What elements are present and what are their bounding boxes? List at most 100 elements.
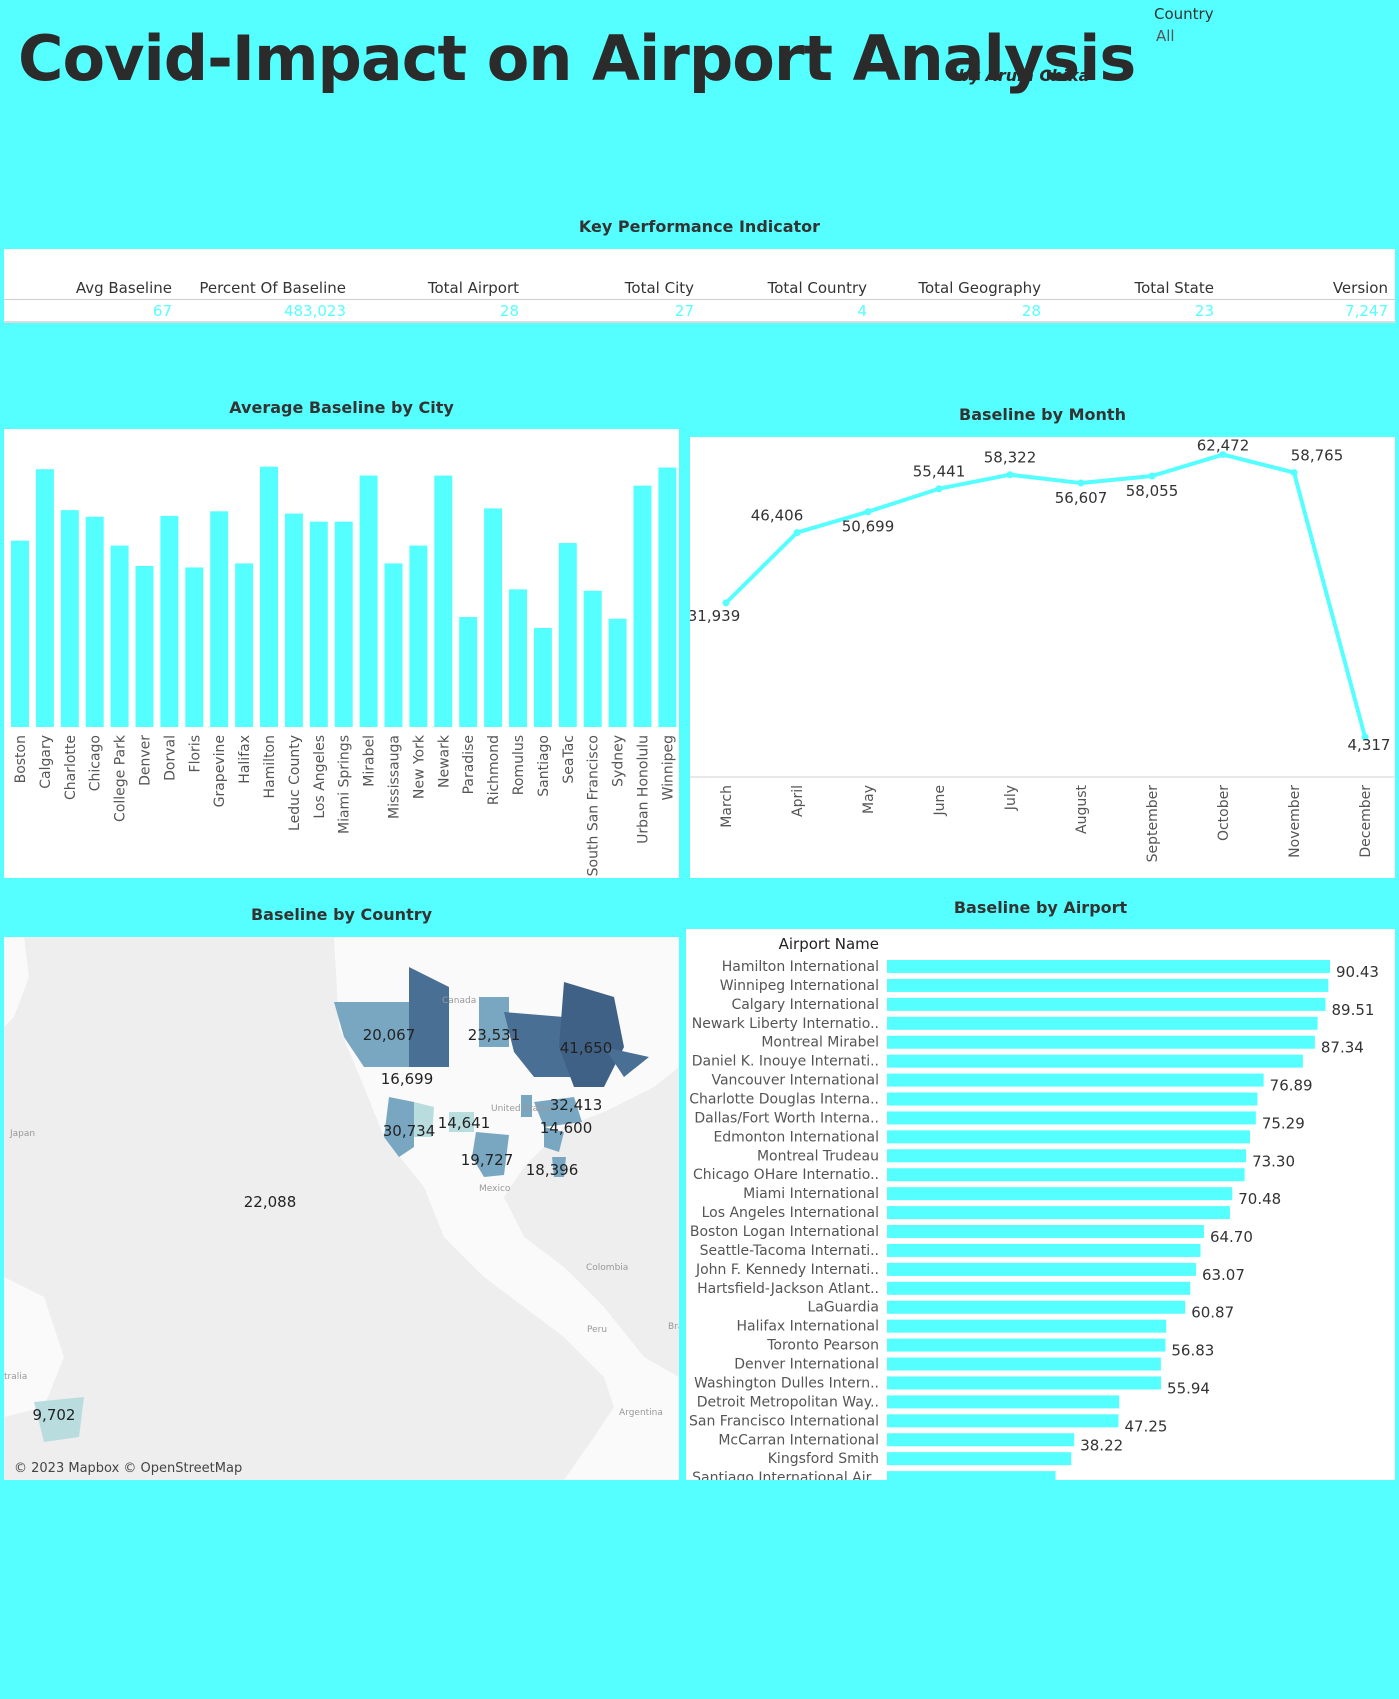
airport-bar[interactable]: [887, 1471, 1056, 1485]
airport-bar[interactable]: [887, 1035, 1315, 1049]
airport-column-header: Airport Name: [779, 935, 879, 953]
kpi-label-3: Total City: [624, 279, 694, 297]
city-bar[interactable]: [210, 511, 229, 727]
map-data-label: 18,396: [526, 1161, 579, 1179]
city-bar[interactable]: [284, 513, 303, 727]
city-bar[interactable]: [484, 508, 503, 727]
month-point[interactable]: [1006, 471, 1014, 479]
airport-bar[interactable]: [887, 1187, 1233, 1201]
airport-bar[interactable]: [887, 1243, 1201, 1257]
city-bar[interactable]: [60, 510, 79, 727]
city-bar[interactable]: [608, 618, 627, 727]
month-data-label: 56,607: [1055, 489, 1108, 507]
city-tick-label: New York: [411, 734, 427, 799]
city-bar[interactable]: [135, 566, 154, 727]
region-colorado: [449, 1112, 474, 1132]
airport-bar[interactable]: [887, 1016, 1318, 1030]
map-data-label: 9,702: [33, 1406, 76, 1424]
airport-name-label: Miami International: [743, 1186, 879, 1202]
month-tick-label: April: [790, 785, 806, 817]
city-bar[interactable]: [35, 469, 54, 727]
city-bar[interactable]: [309, 521, 328, 727]
kpi-label-2: Total Airport: [427, 279, 519, 297]
airport-bar[interactable]: [887, 1281, 1191, 1295]
city-bar[interactable]: [11, 540, 29, 727]
month-point[interactable]: [1077, 479, 1085, 487]
airport-name-label: John F. Kennedy Internati..: [695, 1262, 879, 1278]
month-point[interactable]: [1290, 469, 1298, 477]
airport-bar[interactable]: [887, 978, 1329, 992]
airport-bar[interactable]: [887, 1433, 1075, 1447]
airport-bar[interactable]: [887, 1357, 1161, 1371]
city-bar[interactable]: [434, 475, 453, 727]
city-tick-label: Dorval: [162, 735, 178, 781]
city-bar[interactable]: [558, 542, 577, 727]
city-bar[interactable]: [185, 567, 204, 727]
city-bar[interactable]: [533, 627, 552, 727]
airport-value-label: 76.89: [1270, 1077, 1313, 1095]
airport-bar[interactable]: [887, 1111, 1256, 1125]
city-bar[interactable]: [409, 545, 428, 727]
airport-bar[interactable]: [887, 1414, 1119, 1428]
airport-bar[interactable]: [887, 1376, 1162, 1390]
month-chart-title: Baseline by Month: [959, 405, 1126, 424]
kpi-label-1: Percent Of Baseline: [199, 279, 346, 297]
airport-name-label: Denver International: [734, 1357, 879, 1373]
airport-bar[interactable]: [887, 1338, 1166, 1352]
city-bar[interactable]: [110, 545, 129, 727]
airport-bar[interactable]: [887, 1262, 1196, 1276]
city-bar[interactable]: [384, 563, 403, 727]
airport-bar[interactable]: [887, 1225, 1204, 1239]
airport-value-label: 90.43: [1336, 963, 1379, 981]
month-point[interactable]: [1361, 733, 1369, 741]
airport-bar[interactable]: [887, 960, 1330, 973]
airport-bar[interactable]: [887, 1319, 1167, 1333]
city-bar[interactable]: [85, 516, 104, 727]
month-point[interactable]: [1219, 451, 1227, 459]
month-series-line[interactable]: [724, 452, 1367, 738]
month-point[interactable]: [722, 599, 730, 607]
month-data-label: 58,055: [1126, 482, 1179, 500]
city-bar[interactable]: [260, 466, 278, 727]
month-tick-label: June: [932, 785, 948, 817]
city-tick-label: Mississauga: [387, 735, 403, 819]
city-bar[interactable]: [359, 475, 378, 727]
country-filter-value[interactable]: All: [1156, 27, 1175, 45]
city-bar[interactable]: [509, 589, 527, 727]
airport-bar[interactable]: [887, 1206, 1230, 1220]
city-bar[interactable]: [633, 485, 652, 727]
map-place-name: Canada: [442, 996, 476, 1006]
month-point[interactable]: [864, 508, 872, 516]
airport-bar[interactable]: [887, 1149, 1247, 1163]
kpi-value-0: 67: [152, 302, 172, 320]
city-bar[interactable]: [160, 515, 179, 727]
month-point[interactable]: [935, 485, 943, 493]
city-bar[interactable]: [235, 563, 254, 727]
airport-bar[interactable]: [887, 1130, 1251, 1144]
airport-bar[interactable]: [887, 1300, 1186, 1314]
city-bar[interactable]: [334, 521, 353, 727]
region-atlantic: [604, 1047, 649, 1077]
airport-name-label: Edmonton International: [713, 1129, 879, 1145]
month-point[interactable]: [1148, 472, 1156, 480]
month-tick-label: October: [1216, 785, 1232, 841]
airport-bar[interactable]: [887, 1054, 1303, 1068]
airport-bar[interactable]: [887, 1452, 1072, 1466]
airport-bar[interactable]: [887, 997, 1326, 1011]
month-point[interactable]: [793, 529, 801, 537]
month-tick-label: November: [1287, 785, 1303, 858]
month-data-label: 58,322: [984, 449, 1037, 467]
region-ontario: [504, 1012, 574, 1077]
airport-name-label: Newark Liberty Internatio..: [692, 1016, 879, 1032]
airport-bar[interactable]: [887, 1168, 1245, 1182]
airport-bar[interactable]: [887, 1395, 1120, 1409]
airport-bar[interactable]: [887, 1092, 1258, 1106]
month-data-label: 62,472: [1197, 437, 1250, 455]
city-bar[interactable]: [658, 467, 677, 727]
city-bar[interactable]: [583, 590, 602, 727]
airport-name-label: Halifax International: [737, 1319, 879, 1335]
airport-bar[interactable]: [887, 1073, 1264, 1087]
kpi-value-5: 28: [1021, 302, 1041, 320]
city-bar[interactable]: [459, 616, 478, 727]
